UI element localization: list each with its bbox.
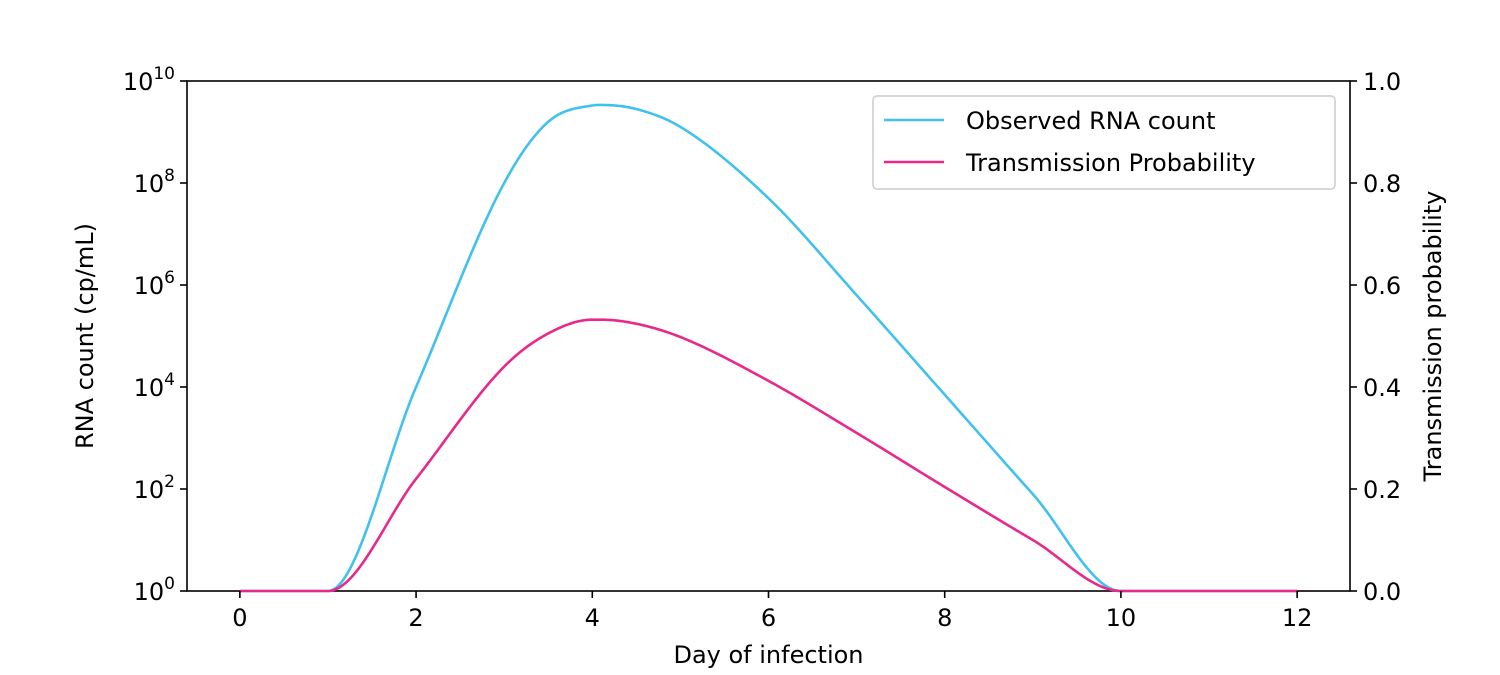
y-left-tick-label: 106	[134, 268, 175, 300]
legend-box	[872, 95, 1336, 190]
x-tick-label: 2	[408, 604, 423, 632]
y-right-tick-label: 0.0	[1363, 578, 1401, 606]
y-left-tick-label: 102	[134, 472, 175, 504]
x-axis: 0 2 4 6 8 10 12	[232, 591, 1312, 632]
y-left-tick-label: 108	[134, 166, 175, 198]
y-right-tick-label: 0.8	[1363, 170, 1401, 198]
y-left-axis: 100 102 104 106 108 1010	[123, 64, 187, 606]
y-right-tick-label: 0.4	[1363, 374, 1401, 402]
y-left-tick-label: 100	[134, 574, 175, 606]
x-tick-label: 4	[585, 604, 600, 632]
x-tick-label: 6	[761, 604, 776, 632]
legend-label-rna: Observed RNA count	[966, 107, 1215, 135]
y-right-tick-label: 0.2	[1363, 476, 1401, 504]
legend-label-transmission: Transmission Probability	[965, 149, 1256, 177]
y-right-tick-label: 0.6	[1363, 272, 1401, 300]
y-left-axis-label: RNA count (cp/mL)	[71, 223, 99, 449]
x-tick-label: 10	[1106, 604, 1137, 632]
x-tick-label: 12	[1282, 604, 1313, 632]
series-line-transmission	[239, 318, 1298, 593]
x-tick-label: 0	[232, 604, 247, 632]
y-left-tick-label: 1010	[123, 64, 175, 96]
y-right-tick-label: 1.0	[1363, 68, 1401, 96]
y-right-axis: 0.0 0.2 0.4 0.6 0.8 1.0	[1350, 68, 1401, 606]
x-tick-label: 8	[937, 604, 952, 632]
y-right-axis-label: Transmission probability	[1419, 191, 1447, 483]
legend: Observed RNA count Transmission Probabil…	[872, 95, 1336, 190]
y-left-tick-label: 104	[134, 370, 175, 402]
x-axis-label: Day of infection	[673, 641, 863, 669]
